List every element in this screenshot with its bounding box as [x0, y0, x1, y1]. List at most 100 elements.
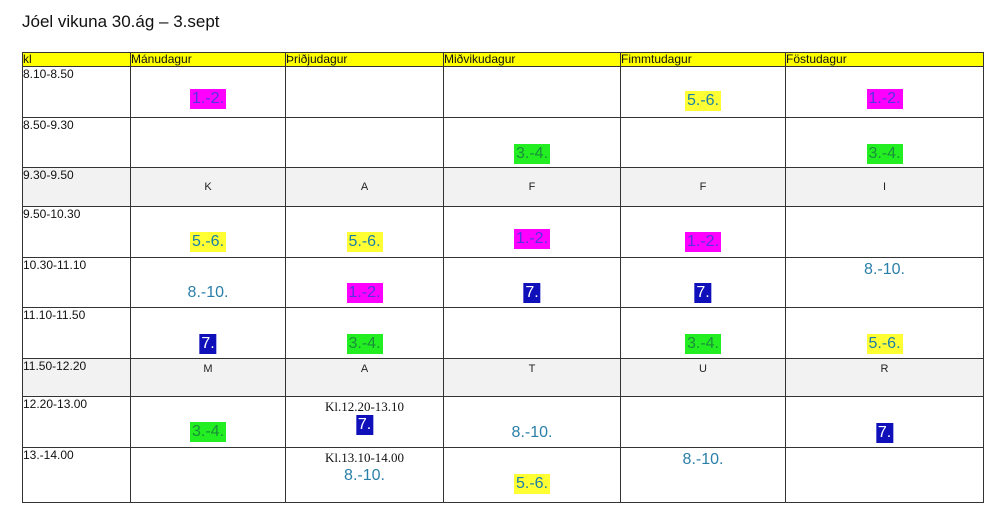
class-tag: 5.-6.	[513, 474, 551, 494]
table-cell: 7.	[443, 257, 621, 308]
time-cell: 11.10-11.50	[22, 307, 131, 359]
class-tag: 5.-6.	[866, 334, 903, 354]
table-cell: 1.-2.	[130, 66, 286, 118]
break-row: 11.50-12.20 M A T U R	[22, 358, 984, 397]
table-cell: 3.-4.	[620, 307, 786, 359]
time-note: Kl.13.10-14.00	[324, 450, 405, 465]
table-row: 13.-14.00 Kl.13.10-14.00 8.-10. 5.-6. 8.…	[22, 447, 984, 503]
table-cell: 5.-6.	[785, 307, 984, 359]
table-cell: Kl.12.20-13.10 7.	[285, 396, 444, 448]
break-letter: A	[360, 181, 369, 193]
table-cell	[620, 396, 786, 448]
time-cell: 12.20-13.00	[22, 396, 131, 448]
table-cell: 8.-10.	[130, 257, 286, 308]
schedule-table: kl Mánudagur Þriðjudagur Miðvikudagur Fi…	[22, 52, 984, 503]
table-cell: 1.-2.	[785, 66, 984, 118]
class-tag: 8.-10.	[511, 424, 553, 441]
class-tag: 7.	[694, 283, 712, 303]
table-row: 8.10-8.50 1.-2. 5.-6. 1.-2.	[22, 66, 984, 118]
break-cell: A	[285, 167, 444, 207]
table-cell	[785, 447, 984, 503]
table-cell: 5.-6.	[620, 66, 786, 118]
break-letter: U	[699, 363, 707, 375]
class-tag: 8.-10.	[682, 451, 724, 468]
table-cell: 7.	[130, 307, 286, 359]
class-tag: 3.-4.	[513, 144, 551, 164]
class-tag: 5.-6.	[684, 91, 722, 111]
table-cell: 5.-6.	[443, 447, 621, 503]
table-cell: 7.	[785, 396, 984, 448]
break-cell: F	[620, 167, 786, 207]
break-letter: F	[528, 181, 536, 193]
header-day-tue: Þriðjudagur	[285, 52, 444, 67]
header-time: kl	[22, 52, 131, 67]
table-cell	[285, 66, 444, 118]
header-day-fri: Föstudagur	[785, 52, 984, 67]
break-cell: K	[130, 167, 286, 207]
class-tag: 1.-2.	[346, 283, 383, 303]
table-cell	[130, 117, 286, 168]
header-day-wed: Miðvikudagur	[443, 52, 621, 67]
class-tag: 8.-10.	[344, 467, 385, 484]
break-cell: M	[130, 358, 286, 397]
break-letter: K	[204, 181, 212, 193]
header-day-thu: Fimmtudagur	[620, 52, 786, 67]
break-cell: F	[443, 167, 621, 207]
table-cell	[130, 447, 286, 503]
time-cell: 8.50-9.30	[22, 117, 131, 168]
break-letter: A	[360, 363, 369, 375]
class-tag: 3.-4.	[866, 144, 903, 164]
table-cell: Kl.13.10-14.00 8.-10.	[285, 447, 444, 503]
time-cell: 11.50-12.20	[22, 358, 131, 397]
break-letter: T	[528, 363, 536, 375]
time-note: Kl.12.20-13.10	[324, 399, 405, 414]
class-tag: 8.-10.	[187, 284, 229, 301]
class-tag: 7.	[523, 283, 541, 303]
table-cell: 3.-4.	[443, 117, 621, 168]
table-cell: 7.	[620, 257, 786, 308]
class-tag: 7.	[355, 415, 374, 435]
break-letter: R	[880, 363, 889, 375]
class-tag: 7.	[875, 423, 894, 443]
class-tag: 5.-6.	[189, 232, 227, 252]
header-row: kl Mánudagur Þriðjudagur Miðvikudagur Fi…	[22, 52, 984, 67]
table-cell: 5.-6.	[285, 206, 444, 258]
break-letter: M	[203, 363, 213, 375]
class-tag: 8.-10.	[864, 261, 905, 278]
table-cell: 8.-10.	[443, 396, 621, 448]
table-cell	[285, 117, 444, 168]
table-cell: 1.-2.	[620, 206, 786, 258]
break-cell: U	[620, 358, 786, 397]
class-tag: 7.	[199, 334, 217, 354]
class-tag: 1.-2.	[513, 229, 551, 249]
page-title: Jóel vikuna 30.ág – 3.sept	[22, 12, 220, 31]
class-tag: 1.-2.	[684, 232, 722, 252]
break-cell: T	[443, 358, 621, 397]
table-row: 9.50-10.30 5.-6. 5.-6. 1.-2. 1.-2.	[22, 206, 984, 258]
table-cell: 3.-4.	[130, 396, 286, 448]
time-cell: 10.30-11.10	[22, 257, 131, 308]
break-cell: R	[785, 358, 984, 397]
table-cell: 5.-6.	[130, 206, 286, 258]
class-tag: 1.-2.	[866, 89, 903, 109]
table-cell: 3.-4.	[285, 307, 444, 359]
table-row: 10.30-11.10 8.-10. 1.-2. 7. 7. 8.-10.	[22, 257, 984, 308]
break-cell: I	[785, 167, 984, 207]
class-tag: 3.-4.	[684, 334, 722, 354]
break-letter: I	[882, 181, 887, 193]
time-cell: 8.10-8.50	[22, 66, 131, 118]
class-tag: 1.-2.	[189, 89, 227, 109]
time-cell: 9.50-10.30	[22, 206, 131, 258]
table-cell: 8.-10.	[785, 257, 984, 308]
break-row: 9.30-9.50 K A F F I	[22, 167, 984, 207]
class-tag: 3.-4.	[346, 334, 383, 354]
table-cell	[443, 307, 621, 359]
table-cell	[620, 117, 786, 168]
table-row: 11.10-11.50 7. 3.-4. 3.-4. 5.-6.	[22, 307, 984, 359]
table-cell	[785, 206, 984, 258]
table-row: 12.20-13.00 3.-4. Kl.12.20-13.10 7. 8.-1…	[22, 396, 984, 448]
table-cell: 3.-4.	[785, 117, 984, 168]
break-letter: F	[699, 181, 707, 193]
table-cell: 8.-10.	[620, 447, 786, 503]
table-cell	[443, 66, 621, 118]
